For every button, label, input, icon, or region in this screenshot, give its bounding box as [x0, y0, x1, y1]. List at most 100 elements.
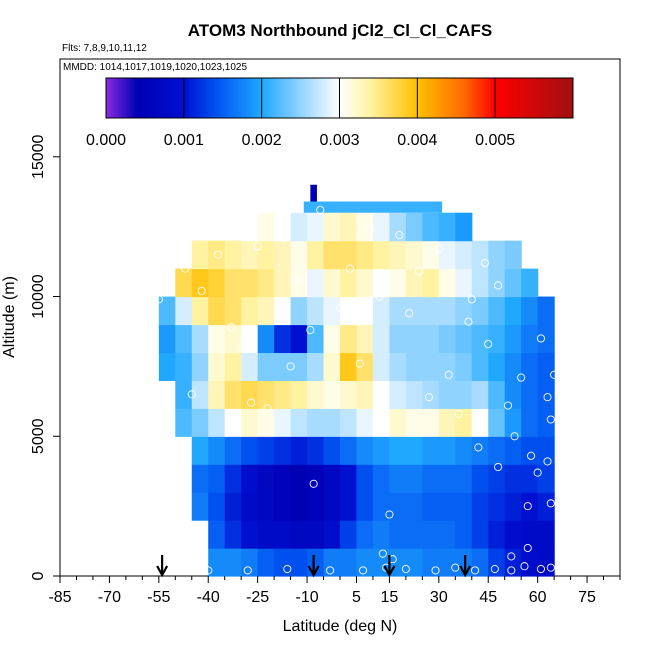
colorbar-segment [116, 78, 120, 118]
colorbar-segment [567, 78, 571, 118]
colorbar-segment [238, 78, 242, 118]
heatmap-cell [389, 408, 407, 437]
colorbar-segment [536, 78, 540, 118]
heatmap-cell [208, 464, 226, 493]
colorbar-segment [282, 78, 286, 118]
colorbar-segment [111, 78, 115, 118]
heatmap-cell [323, 352, 341, 381]
colorbar-segment [292, 78, 296, 118]
heatmap-cell [389, 240, 407, 270]
colorbar-segment [189, 78, 193, 118]
heatmap-cell [257, 212, 275, 242]
heatmap-cell [208, 408, 226, 437]
heatmap-cell [405, 408, 423, 437]
colorbar-segment [121, 78, 125, 118]
heatmap-cell [257, 464, 275, 493]
flight-arrow [383, 555, 396, 578]
sample-point [263, 404, 272, 413]
colorbar-segment [443, 78, 447, 118]
sample-point [490, 564, 499, 574]
colorbar-segment [147, 78, 151, 118]
sample-point [375, 292, 384, 301]
heatmap-cell [208, 380, 226, 409]
colorbar-segment [482, 78, 486, 118]
sample-point [309, 479, 318, 488]
sample-point [415, 267, 424, 276]
colorbar-tick-label: 0.004 [397, 132, 437, 149]
colorbar-segment [479, 78, 483, 118]
colorbar-segment [246, 78, 250, 118]
colorbar-segment [474, 78, 478, 118]
heatmap-cell [241, 352, 259, 381]
heatmap-cell [290, 408, 308, 437]
colorbar-segment [165, 78, 169, 118]
colorbar-segment [505, 78, 509, 118]
heatmap-cell [224, 436, 242, 465]
colorbar-segment [113, 78, 117, 118]
heatmap-cell [389, 520, 407, 549]
colorbar-segment [500, 78, 504, 118]
heatmap-cell [372, 436, 391, 465]
colorbar-segment [347, 78, 351, 118]
colorbar-segment [106, 78, 110, 118]
colorbar-segment [303, 78, 307, 118]
sample-points [148, 205, 559, 575]
heatmap-cell [290, 436, 308, 465]
heatmap-cell [274, 212, 292, 242]
colorbar-segment [163, 78, 167, 118]
heatmap-cell [372, 212, 391, 242]
heatmap-cell [257, 548, 275, 577]
colorbar-segment [409, 78, 413, 118]
colorbar-segment [484, 78, 488, 118]
colorbar-segment [560, 78, 564, 118]
colorbar-segment [336, 78, 340, 118]
colorbar-segment [456, 78, 460, 118]
heatmap-cell [488, 464, 506, 493]
colorbar-segment [155, 78, 159, 118]
colorbar-segment [264, 78, 268, 118]
heatmap-cell [471, 520, 489, 549]
x-tick-label: 75 [578, 589, 596, 606]
sample-point [316, 205, 325, 214]
heatmap-cell [224, 240, 242, 270]
colorbar-tick-label: 0.005 [475, 132, 515, 149]
heatmap-cell [422, 268, 440, 298]
sample-point [543, 393, 552, 402]
colorbar-segment [432, 78, 436, 118]
heatmap-cell [471, 240, 489, 270]
heatmap-cell [438, 408, 456, 437]
heatmap-cell [307, 408, 325, 437]
colorbar-segment [266, 78, 270, 118]
heatmap-cell [389, 212, 407, 242]
colorbar-segment [349, 78, 353, 118]
colorbar-segment [440, 78, 444, 118]
heatmap-cell [471, 492, 489, 521]
colorbar-segment [227, 78, 232, 118]
heatmap-cell [504, 548, 522, 577]
heatmap-cell [372, 268, 391, 298]
sample-point [296, 275, 305, 284]
colorbar-segment [168, 78, 172, 118]
heatmap-cell [422, 520, 440, 549]
heatmap-top-spike [310, 184, 317, 202]
colorbar-segment [157, 78, 161, 118]
heatmap-cell [537, 520, 555, 549]
colorbar-segment [308, 78, 312, 118]
colorbar-segment [554, 78, 558, 118]
heatmap-cell [405, 268, 423, 298]
colorbar-segment [160, 78, 164, 118]
heatmap-cell [455, 520, 473, 549]
colorbar-segment [279, 78, 283, 118]
x-tick-label: -10 [295, 589, 318, 606]
heatmap-cell [191, 380, 209, 409]
heatmap-cell [191, 436, 209, 465]
heatmap-cell [504, 324, 522, 354]
heatmap-cell [356, 212, 374, 242]
heatmap-cell [356, 296, 374, 326]
heatmap-cell [241, 240, 259, 270]
heatmap-cell [389, 464, 407, 493]
colorbar-segment [448, 78, 452, 118]
heatmap-cell [340, 268, 358, 298]
heatmap-cell [290, 380, 308, 409]
heatmap-cell [422, 464, 440, 493]
